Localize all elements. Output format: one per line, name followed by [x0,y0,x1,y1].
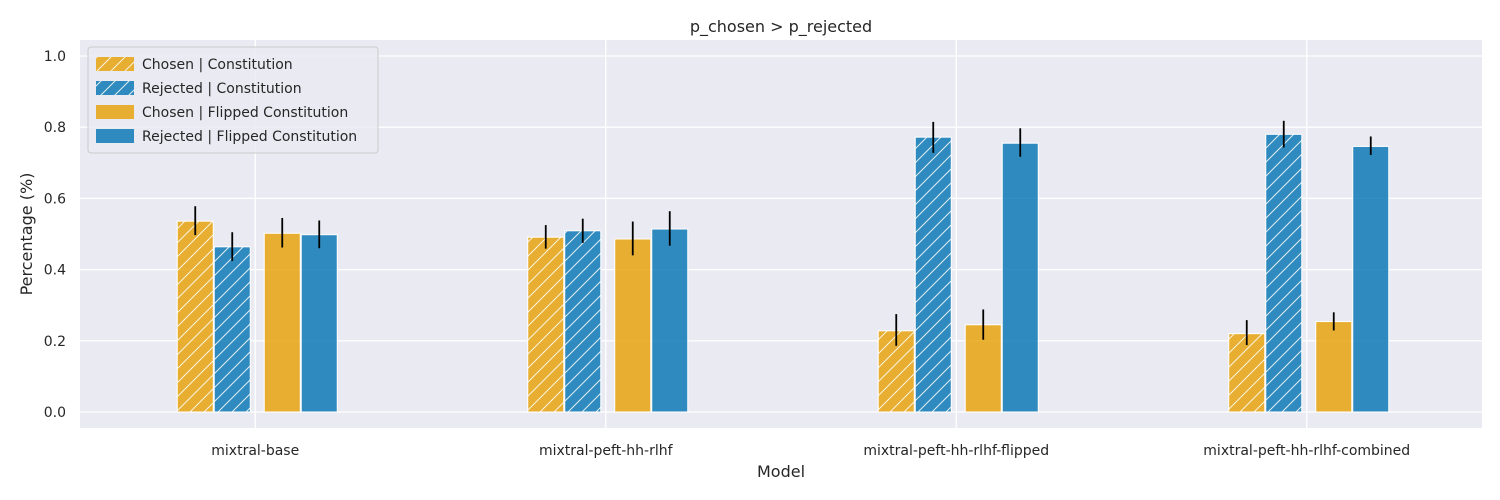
x-tick-label: mixtral-peft-hh-rlhf [539,443,674,459]
legend-label: Chosen | Flipped Constitution [142,105,348,121]
bar-hatch [527,237,564,412]
legend-swatch [96,105,134,119]
y-tick-label: 0.0 [44,405,66,421]
bar [263,232,301,413]
x-tick-label: mixtral-peft-hh-rlhf-flipped [863,443,1049,459]
bar [1352,145,1390,413]
x-axis-label: Model [757,462,805,481]
x-tick-label: mixtral-base [211,443,299,459]
y-tick-label: 1.0 [44,49,66,65]
bar-hatch [564,230,601,412]
y-tick-label: 0.4 [44,263,66,279]
legend-swatch-hatch [96,57,134,71]
bar-hatch [1265,134,1302,412]
bar [1001,142,1039,413]
y-tick-label: 0.6 [44,191,66,207]
legend-label: Rejected | Constitution [142,81,302,97]
legend-frame [87,46,379,154]
ticks-layer: 0.0 0.2 0.4 0.6 0.8 1.0 mixtral-base mixtral-pe… [44,49,1410,459]
legend: Chosen | Constitution Rejected | Constitu… [87,46,379,154]
bars-layer [176,120,1390,413]
bar [1315,321,1353,413]
x-tick-label: mixtral-peft-hh-rlhf-combined [1203,443,1410,459]
legend-label: Chosen | Constitution [142,57,293,73]
chart-title: p_chosen > p_rejected [690,17,872,37]
legend-swatch [96,129,134,143]
y-axis-label: Percentage (%) [17,173,36,296]
bar-hatch [214,246,251,412]
bar-hatch [915,137,952,412]
y-tick-label: 0.8 [44,120,66,136]
bar [300,234,338,413]
bar-hatch [1228,333,1265,412]
bar [651,228,689,413]
y-tick-label: 0.2 [44,334,66,350]
bar [614,238,652,413]
bar-hatch [177,221,214,412]
legend-swatch-hatch [96,81,134,95]
legend-label: Rejected | Flipped Constitution [142,129,357,145]
